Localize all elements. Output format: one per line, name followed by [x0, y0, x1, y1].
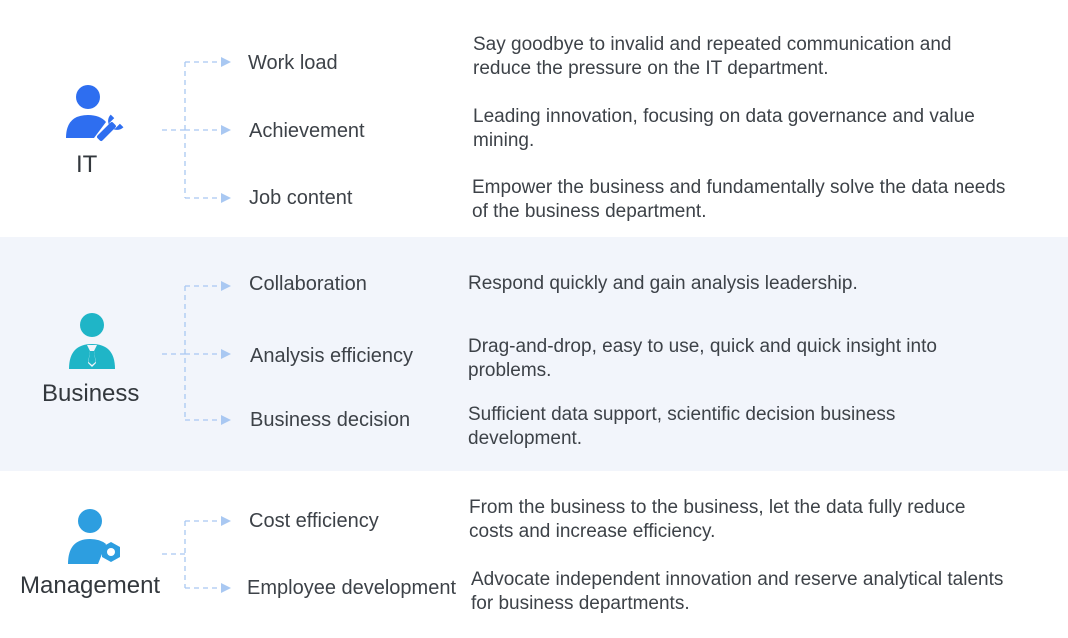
person-gear-icon [68, 509, 120, 564]
role-name-management: Management [20, 572, 161, 599]
item-description: Drag-and-drop, easy to use, quick and qu… [468, 336, 937, 381]
item-description: Leading innovation, focusing on data gov… [473, 106, 975, 151]
item-label: Collaboration [249, 273, 367, 295]
arrowhead [221, 125, 231, 135]
arrowhead [221, 57, 231, 67]
item-label: Work load [248, 52, 338, 74]
item-description: Sufficient data support, scientific deci… [468, 404, 896, 449]
item-label: Business decision [250, 409, 411, 431]
item-label: Achievement [249, 120, 365, 142]
arrowhead [221, 516, 231, 526]
item-label: Employee development [247, 577, 457, 599]
item-description: Advocate independent innovation and rese… [471, 569, 1004, 614]
item-label: Analysis efficiency [250, 345, 414, 367]
role-name-it: IT [76, 151, 98, 178]
person-tie-icon [69, 313, 115, 369]
role-name-business: Business [42, 380, 140, 407]
item-description: Respond quickly and gain analysis leader… [468, 273, 858, 294]
arrowhead [221, 193, 231, 203]
item-label: Job content [249, 187, 353, 209]
item-label: Cost efficiency [249, 510, 379, 532]
it-connector-trunk [162, 61, 222, 199]
item-description: Say goodbye to invalid and repeated comm… [473, 34, 952, 79]
person-wrench-icon [66, 85, 124, 141]
item-description: Empower the business and fundamentally s… [472, 177, 1006, 222]
management-connector-trunk [162, 520, 222, 589]
item-description: From the business to the business, let t… [469, 497, 966, 542]
arrowhead [221, 583, 231, 593]
